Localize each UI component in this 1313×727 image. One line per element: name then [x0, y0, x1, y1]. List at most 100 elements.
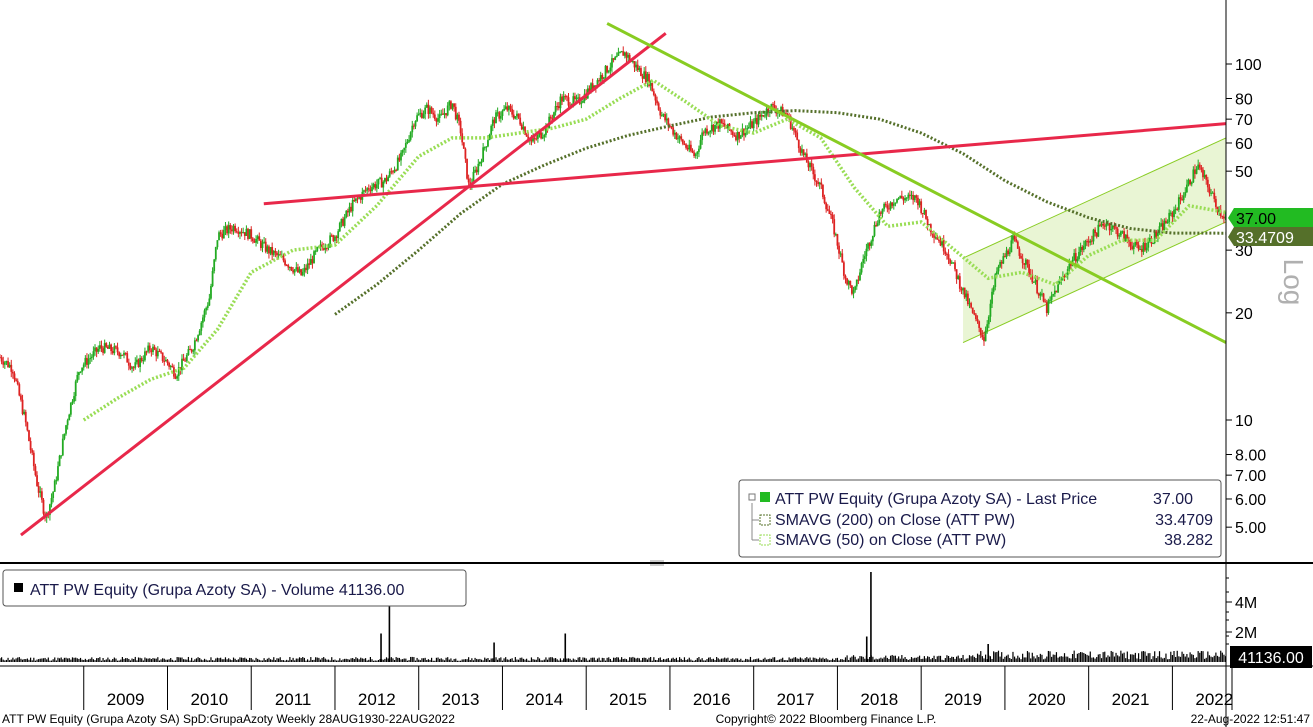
- candle-body: [559, 96, 562, 109]
- candle-body: [1123, 231, 1125, 242]
- candle-body: [572, 96, 575, 105]
- candle-body: [768, 112, 771, 114]
- candle-body: [422, 114, 425, 119]
- candle-body: [551, 118, 554, 120]
- candle-body: [287, 265, 290, 268]
- candle-body: [896, 198, 898, 203]
- candle-body: [306, 263, 309, 271]
- candle-body: [203, 310, 206, 318]
- volume-panel: 4M 2M 41136.00 ATT PW Equity (Grupa Azoty S…: [0, 569, 1312, 668]
- candle-body: [234, 225, 237, 232]
- x-tick-label: 2013: [442, 690, 480, 709]
- candle-body: [326, 247, 328, 249]
- candle-body: [749, 121, 752, 127]
- candle-body: [730, 129, 733, 132]
- candle-body: [156, 351, 159, 357]
- candle-body: [390, 171, 393, 173]
- candle-body: [0, 357, 1, 359]
- candle-body: [113, 346, 116, 354]
- candle-body: [224, 226, 227, 230]
- candle-body: [596, 80, 599, 88]
- y-tick-label: 50: [1235, 164, 1253, 181]
- candle-body: [1036, 279, 1039, 294]
- candle-body: [909, 194, 911, 196]
- candle-body: [235, 231, 238, 233]
- candle-body: [665, 118, 668, 121]
- candle-body: [1026, 259, 1029, 265]
- candle-body: [272, 251, 275, 255]
- candle-body: [1034, 279, 1037, 282]
- candle-body: [351, 200, 354, 212]
- candle-body: [812, 166, 815, 175]
- candle-body: [266, 246, 269, 252]
- candle-body: [108, 344, 111, 349]
- volume-legend-box: [2, 569, 467, 607]
- candle-body: [227, 225, 230, 234]
- candle-body: [756, 118, 758, 125]
- candle-body: [1053, 290, 1056, 295]
- candle-body: [1206, 179, 1209, 188]
- candle-body: [16, 380, 19, 385]
- candle-body: [976, 319, 979, 322]
- candle-body: [195, 340, 198, 342]
- candle-body: [823, 197, 826, 204]
- candle-body: [834, 234, 837, 236]
- candle-body: [181, 358, 183, 371]
- candle-body: [1008, 252, 1011, 255]
- candle-body: [406, 141, 409, 144]
- candle-body: [403, 147, 406, 151]
- candle-body: [237, 232, 240, 234]
- candle-body: [1012, 235, 1014, 241]
- candle-body: [892, 203, 895, 206]
- candle-body: [412, 125, 415, 127]
- candle-body: [214, 247, 217, 260]
- candle-body: [408, 139, 410, 142]
- candle-body: [153, 346, 156, 350]
- candle-body: [168, 362, 170, 367]
- candle-body: [847, 280, 850, 285]
- candle-body: [1157, 232, 1159, 237]
- candle-body: [345, 210, 348, 218]
- candle-body: [1111, 225, 1114, 229]
- candle-body: [1161, 223, 1164, 231]
- candle-body: [1203, 174, 1206, 178]
- legend-box: [738, 479, 1222, 558]
- candle-body: [1205, 174, 1208, 180]
- candle-body: [198, 330, 201, 336]
- candle-body: [794, 130, 797, 133]
- candle-body: [8, 364, 11, 368]
- candle-body: [1041, 293, 1043, 295]
- candle-body: [590, 83, 592, 93]
- candle-body: [1173, 209, 1175, 218]
- candle-body: [747, 126, 750, 129]
- candle-body: [622, 51, 625, 56]
- candle-body: [1023, 263, 1026, 265]
- candle-body: [60, 455, 63, 457]
- candle-body: [242, 232, 245, 234]
- candle-body: [13, 373, 16, 380]
- candle-body: [322, 247, 325, 250]
- candle-body: [641, 76, 644, 79]
- candle-body: [1068, 263, 1071, 270]
- candle-body: [337, 231, 340, 239]
- candle-body: [543, 134, 546, 138]
- candle-body: [243, 232, 246, 236]
- candle-body: [707, 132, 710, 134]
- candle-body: [342, 218, 344, 226]
- candle-body: [683, 143, 686, 145]
- candle-body: [1079, 246, 1082, 252]
- candle-body: [232, 225, 235, 232]
- candle-body: [98, 345, 101, 349]
- candle-body: [657, 103, 660, 110]
- candle-body: [498, 112, 501, 119]
- candle-body: [652, 91, 655, 95]
- candle-body: [1058, 280, 1061, 284]
- candle-body: [867, 243, 869, 249]
- candle-body: [49, 504, 51, 516]
- candle-body: [429, 107, 431, 114]
- candle-body: [424, 107, 427, 115]
- candle-body: [659, 109, 662, 116]
- candle-body: [10, 364, 13, 372]
- candle-body: [432, 112, 435, 115]
- candle-body: [20, 395, 22, 400]
